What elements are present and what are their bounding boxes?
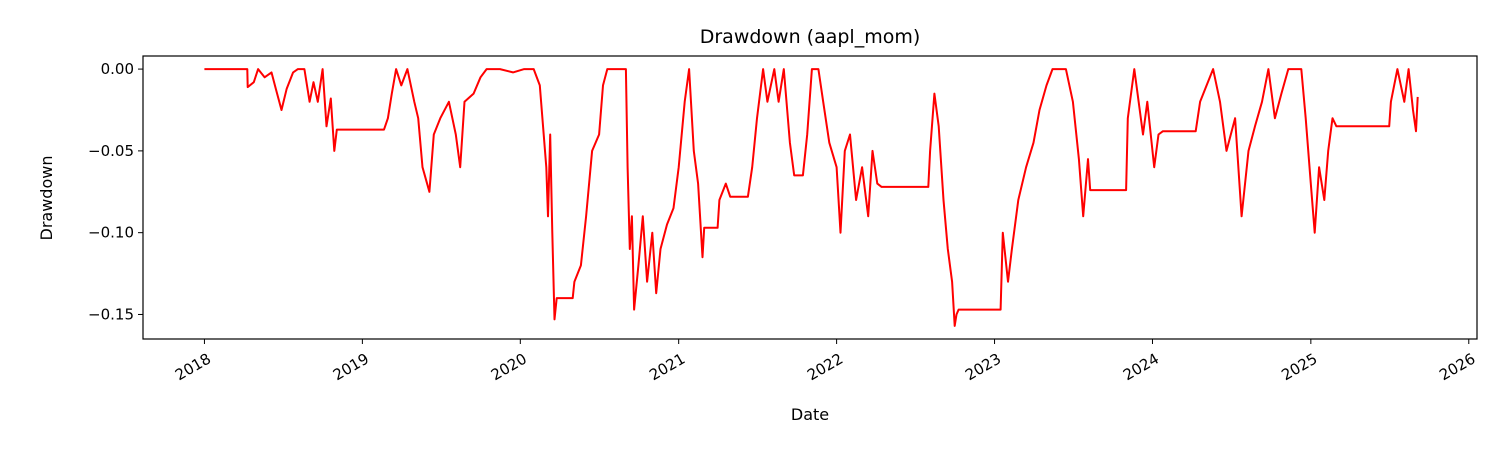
y-axis: 0.00 −0.05 −0.10 −0.15	[88, 60, 143, 323]
y-tick-label: −0.15	[88, 305, 134, 323]
chart-title: Drawdown (aapl_mom)	[700, 26, 921, 48]
y-axis-label: Drawdown	[37, 156, 56, 241]
x-axis-label: Date	[791, 405, 829, 424]
plot-area	[204, 68, 1419, 327]
y-tick-label: −0.10	[88, 224, 134, 242]
y-tick-label: 0.00	[101, 60, 134, 78]
drawdown-series-line	[204, 68, 1419, 327]
axes-frame	[142, 55, 1478, 340]
y-tick-label: −0.05	[88, 142, 134, 160]
